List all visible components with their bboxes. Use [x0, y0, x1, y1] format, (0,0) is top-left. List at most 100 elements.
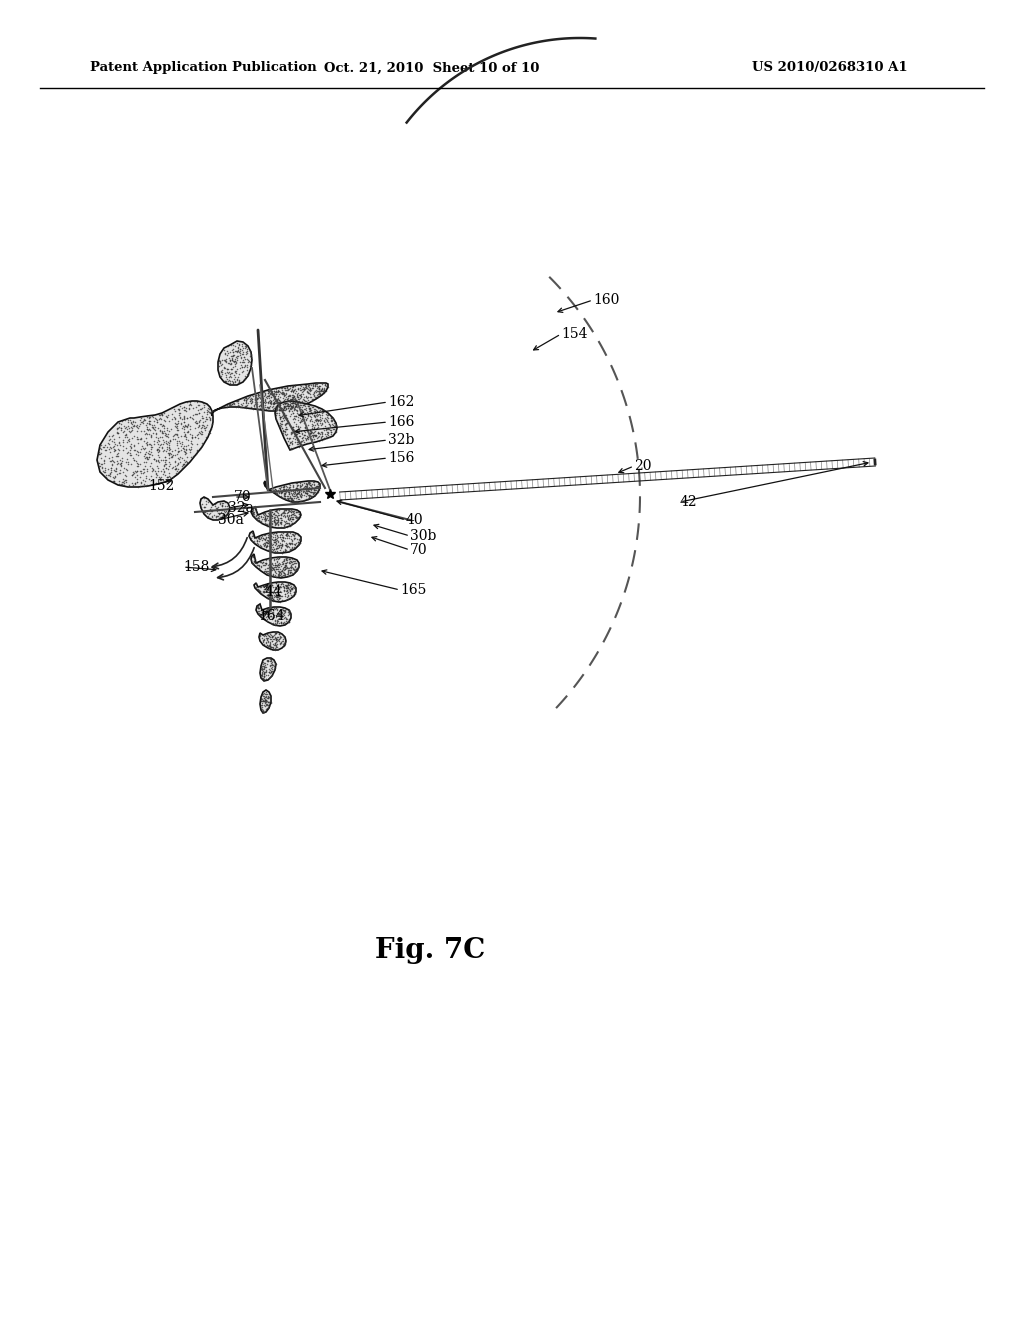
Point [280, 521, 296, 543]
Point [119, 418, 135, 440]
Point [238, 342, 254, 363]
Point [93, 454, 110, 475]
Point [145, 449, 162, 470]
Point [119, 432, 135, 453]
Point [274, 404, 291, 425]
Point [263, 502, 280, 523]
Point [260, 531, 276, 552]
Point [260, 698, 276, 719]
Point [275, 399, 292, 420]
Point [92, 438, 109, 459]
Point [260, 602, 276, 623]
Point [250, 595, 266, 616]
Point [275, 579, 292, 601]
Point [243, 351, 259, 372]
Point [275, 562, 292, 583]
Point [283, 396, 299, 417]
Point [253, 399, 269, 420]
Point [262, 524, 279, 545]
Point [283, 487, 299, 508]
Point [143, 414, 160, 436]
Point [281, 603, 297, 624]
Point [301, 471, 317, 492]
Point [245, 385, 261, 407]
Point [264, 529, 281, 550]
Point [258, 549, 274, 570]
Point [250, 510, 266, 531]
Point [181, 418, 198, 440]
Point [109, 434, 125, 455]
Point [279, 376, 295, 397]
Point [292, 411, 308, 432]
Point [287, 408, 303, 429]
Point [269, 552, 286, 573]
Point [226, 356, 243, 378]
Point [152, 426, 168, 447]
Point [271, 407, 288, 428]
Point [195, 405, 211, 426]
Point [283, 480, 299, 502]
Point [258, 536, 274, 557]
Point [309, 475, 326, 496]
Point [197, 411, 213, 432]
Point [323, 421, 339, 442]
Point [208, 508, 224, 529]
Point [176, 418, 193, 440]
Point [287, 425, 303, 446]
Point [273, 560, 290, 581]
Point [148, 409, 165, 430]
Point [255, 651, 271, 672]
Point [295, 395, 311, 416]
Point [288, 405, 304, 426]
Point [284, 585, 300, 606]
Point [250, 528, 266, 549]
Point [168, 416, 184, 437]
Point [283, 488, 299, 510]
Text: 166: 166 [388, 414, 415, 429]
Point [265, 539, 282, 560]
Point [151, 450, 167, 471]
Point [285, 380, 301, 401]
Point [286, 403, 302, 424]
Point [286, 405, 302, 426]
Point [283, 385, 299, 407]
Point [154, 436, 170, 457]
Point [259, 599, 275, 620]
Point [266, 512, 283, 533]
Point [118, 451, 134, 473]
Point [279, 527, 295, 548]
Point [135, 437, 152, 458]
Point [157, 454, 173, 475]
Point [239, 341, 255, 362]
Point [186, 426, 203, 447]
Point [274, 521, 291, 543]
Point [299, 473, 315, 494]
Point [264, 396, 281, 417]
Point [139, 418, 156, 440]
Point [300, 387, 316, 408]
Point [260, 667, 276, 688]
Point [117, 470, 133, 491]
Point [257, 692, 273, 713]
Point [294, 379, 310, 400]
Point [279, 576, 295, 597]
Point [122, 445, 138, 466]
Point [250, 554, 266, 576]
Point [309, 401, 326, 422]
Point [276, 421, 293, 442]
Point [138, 434, 155, 455]
Point [213, 359, 229, 380]
Point [260, 586, 276, 607]
Point [217, 366, 233, 387]
Point [303, 475, 319, 496]
Point [276, 484, 293, 506]
Point [217, 491, 233, 512]
Point [247, 498, 263, 519]
Point [195, 407, 211, 428]
Point [244, 391, 260, 412]
Point [281, 483, 297, 504]
Point [261, 564, 278, 585]
Point [272, 611, 289, 632]
Point [177, 441, 194, 462]
Point [180, 413, 197, 434]
